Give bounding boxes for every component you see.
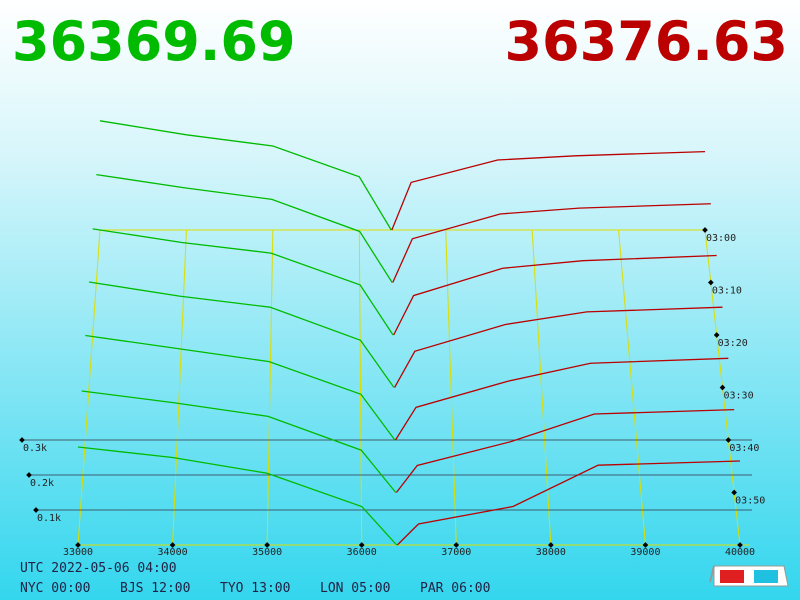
- x-tick-mark: [453, 542, 460, 548]
- ask-depth-curve: [392, 203, 711, 283]
- x-grid-line: [445, 229, 457, 546]
- city-time: TYO 13:00: [220, 581, 290, 596]
- z-tick-mark: [702, 227, 708, 233]
- utc-time: UTC 2022-05-06 04:00: [20, 561, 177, 576]
- ask-depth-curve: [395, 408, 735, 493]
- z-tick-label: 03:40: [729, 443, 759, 454]
- bid-depth-curve: [85, 334, 396, 441]
- z-tick-label: 03:50: [735, 496, 765, 507]
- bid-depth-curve: [77, 446, 398, 546]
- bid-depth-curve: [96, 173, 393, 283]
- z-tick-mark: [725, 437, 732, 443]
- 3d-glasses-icon: [709, 565, 789, 587]
- ask-price: 36376.63: [504, 10, 788, 73]
- bid-depth-curve: [92, 228, 394, 336]
- bid-depth-curve: [99, 120, 392, 231]
- x-tick-label: 33000: [63, 547, 93, 558]
- x-tick-mark: [737, 542, 743, 548]
- y-tick-label: 0.3k: [23, 443, 47, 454]
- city-time: LON 05:00: [320, 581, 390, 596]
- z-tick-label: 03:00: [706, 233, 736, 244]
- x-tick-label: 39000: [630, 547, 660, 558]
- city-time: PAR 06:00: [420, 581, 490, 596]
- x-grid-line: [266, 229, 274, 546]
- z-tick-mark: [719, 384, 726, 391]
- x-tick-mark: [75, 542, 81, 548]
- city-times: NYC 00:00 BJS 12:00 TYO 13:00 LON 05:00 PAR …: [20, 581, 490, 596]
- y-tick-label: 0.1k: [37, 513, 61, 524]
- ask-depth-curve: [391, 150, 706, 231]
- x-tick-mark: [264, 542, 270, 548]
- x-tick-label: 40000: [725, 547, 755, 558]
- z-tick-mark: [708, 279, 714, 286]
- ask-depth-curve: [394, 306, 723, 388]
- x-grid-line: [172, 229, 187, 546]
- x-tick-label: 38000: [536, 547, 566, 558]
- ask-depth-curve: [396, 460, 741, 546]
- z-tick-label: 03:10: [712, 286, 742, 297]
- y-tick-label: 0.2k: [30, 478, 54, 489]
- x-grid-line: [358, 229, 363, 546]
- z-tick-label: 03:30: [724, 391, 754, 402]
- ask-depth-curve: [394, 357, 729, 441]
- x-tick-label: 36000: [347, 547, 377, 558]
- y-tick-mark: [26, 472, 32, 478]
- x-tick-mark: [548, 542, 554, 548]
- bid-depth-curve: [88, 281, 395, 388]
- x-grid-line: [618, 229, 646, 546]
- bid-depth-curve: [81, 390, 397, 493]
- city-time: BJS 12:00: [120, 581, 190, 596]
- x-tick-label: 34000: [158, 547, 188, 558]
- plot: 33000 34000 35000 36000 37000 38000 39000 40000…: [19, 120, 765, 558]
- z-tick-mark: [713, 332, 720, 338]
- x-grid-line: [531, 229, 552, 546]
- x-tick-mark: [358, 542, 365, 548]
- x-tick-label: 37000: [441, 547, 471, 558]
- x-tick-label: 35000: [252, 547, 282, 558]
- z-tick-label: 03:20: [718, 338, 748, 349]
- ask-depth-curve: [393, 254, 717, 336]
- y-tick-mark: [19, 437, 25, 443]
- z-tick-mark: [731, 489, 737, 496]
- city-time: NYC 00:00: [20, 581, 90, 596]
- x-tick-mark: [169, 542, 176, 548]
- bid-price: 36369.69: [12, 10, 296, 73]
- x-tick-mark: [642, 542, 649, 548]
